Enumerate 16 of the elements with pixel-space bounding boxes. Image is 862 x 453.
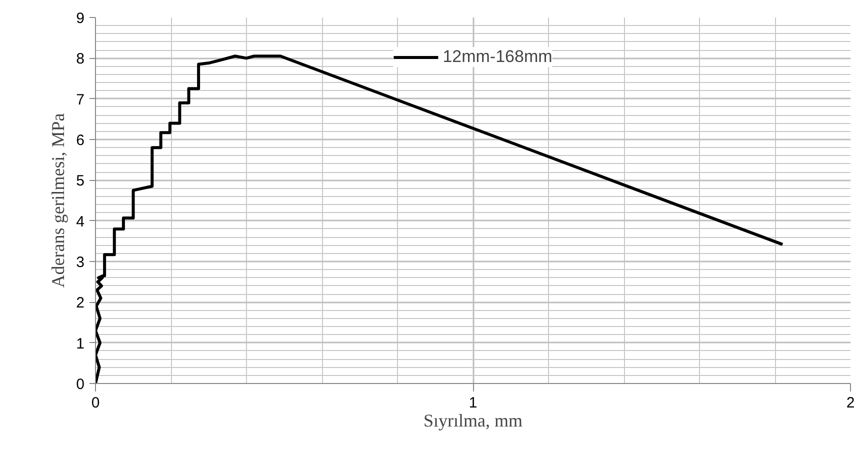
y-tick-label: 0 — [76, 376, 84, 393]
y-tick-label: 2 — [76, 294, 84, 312]
y-tick-label: 3 — [76, 254, 84, 271]
y-axis-title: Aderans gerilmesi, MPa — [48, 113, 68, 288]
y-tick-label: 7 — [76, 91, 84, 108]
legend-label: 12mm-168mm — [442, 47, 552, 67]
y-tick-label: 1 — [76, 335, 84, 352]
y-tick-label: 5 — [76, 172, 84, 190]
y-tick-label: 8 — [76, 50, 84, 68]
y-tick-label: 9 — [76, 10, 84, 27]
y-tick-label: 4 — [76, 213, 84, 230]
x-tick-label: 1 — [468, 394, 478, 412]
x-axis-title: Sıyrılma, mm — [424, 410, 522, 430]
x-tick-label: 0 — [91, 394, 100, 412]
x-tick-label: 2 — [846, 394, 855, 412]
y-tick-label: 6 — [76, 132, 84, 149]
